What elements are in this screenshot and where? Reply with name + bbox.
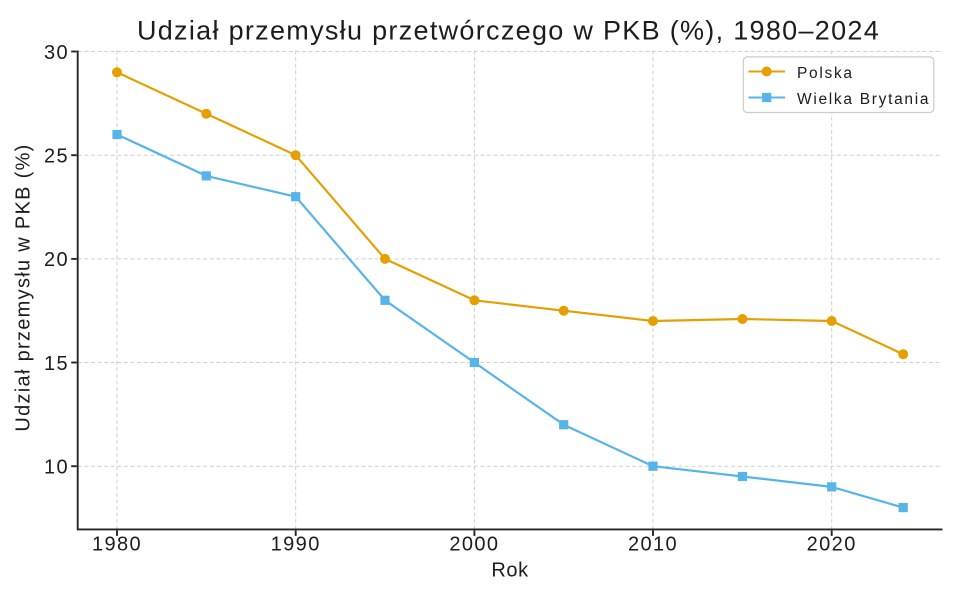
svg-text:Udział przemysłu w PKB (%): Udział przemysłu w PKB (%) [13,143,35,431]
svg-text:2010: 2010 [628,534,678,556]
svg-text:25: 25 [44,146,69,168]
svg-text:10: 10 [44,457,69,479]
svg-text:Udział przemysłu przetwórczego: Udział przemysłu przetwórczego w PKB (%)… [137,15,880,45]
svg-text:2000: 2000 [449,534,499,556]
svg-text:Wielka Brytania: Wielka Brytania [797,91,930,108]
svg-text:15: 15 [44,353,69,375]
svg-text:20: 20 [44,249,69,271]
svg-text:Rok: Rok [491,559,529,581]
svg-text:Polska: Polska [797,65,854,82]
svg-text:1990: 1990 [271,534,321,556]
svg-text:30: 30 [44,42,69,64]
svg-text:1980: 1980 [92,534,142,556]
svg-text:2020: 2020 [807,534,857,556]
